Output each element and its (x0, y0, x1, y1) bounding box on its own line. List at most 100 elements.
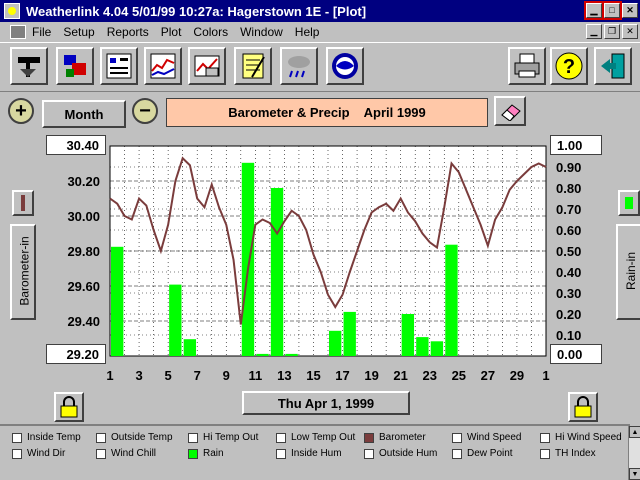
legend-item[interactable]: TH Index (540, 448, 596, 459)
legend-item[interactable]: Inside Temp (12, 432, 81, 443)
legend-checkbox[interactable] (540, 432, 550, 443)
period-button[interactable]: Month (42, 100, 126, 128)
legend-checkbox[interactable] (276, 448, 286, 459)
legend-checkbox[interactable] (276, 432, 286, 443)
legend-item[interactable]: Outside Hum (364, 448, 437, 459)
rain-bar (401, 314, 415, 356)
svg-text:?: ? (563, 56, 575, 78)
rain-bar (241, 162, 255, 356)
plot-title: Barometer & Precip April 1999 (166, 98, 488, 127)
download-icon[interactable] (10, 47, 48, 85)
document-system-icon[interactable] (10, 25, 26, 39)
mdi-minimize-button[interactable]: ▁ (586, 24, 602, 39)
legend-item[interactable]: Low Temp Out (276, 432, 355, 443)
printer-icon[interactable] (508, 47, 546, 85)
legend-checkbox[interactable] (96, 448, 106, 459)
rain-bar (169, 284, 182, 356)
y-left-tick-bottom: 29.20 (46, 344, 106, 364)
exit-icon[interactable] (594, 47, 632, 85)
legend-item[interactable]: Inside Hum (276, 448, 342, 459)
y-right-tick-label: 0.50 (556, 244, 581, 259)
legend-checkbox[interactable] (364, 432, 374, 443)
rain-bar (430, 341, 444, 356)
legend-checkbox[interactable] (540, 448, 550, 459)
y-right-tick-bottom: 0.00 (550, 344, 602, 364)
legend-checkbox[interactable] (364, 448, 374, 459)
y-left-tick-label: 29.60 (67, 279, 100, 294)
legend-item[interactable]: Barometer (364, 432, 426, 443)
app-icon[interactable] (4, 3, 20, 19)
mdi-close-button[interactable]: ✕ (622, 24, 638, 39)
noaa-icon[interactable] (326, 47, 364, 85)
legend-label: Rain (203, 448, 224, 459)
right-lock-button[interactable] (568, 392, 598, 422)
legend-scrollbar[interactable]: ▲ ▼ (628, 426, 640, 480)
scroll-down-arrow-icon[interactable]: ▼ (629, 468, 640, 480)
menu-colors[interactable]: Colors (193, 25, 229, 39)
legend-label: Inside Temp (27, 432, 81, 443)
x-tick-label: 29 (510, 368, 524, 383)
legend-item[interactable]: Hi Wind Speed (540, 432, 622, 443)
legend-label: Low Temp Out (291, 432, 356, 443)
menu-window[interactable]: Window (240, 25, 283, 39)
legend-checkbox[interactable] (452, 432, 462, 443)
menu-reports[interactable]: Reports (106, 25, 149, 39)
notepad-icon[interactable] (234, 47, 272, 85)
zoom-in-button[interactable]: + (8, 98, 34, 124)
y-left-tick-label: 29.40 (67, 314, 100, 329)
menu-setup[interactable]: Setup (63, 25, 95, 39)
help-icon[interactable]: ? (550, 47, 588, 85)
forecast-icon[interactable] (280, 47, 318, 85)
y-left-tick-top: 30.40 (46, 135, 106, 155)
legend-item[interactable]: Wind Chill (96, 448, 156, 459)
legend-item[interactable]: Dew Point (452, 448, 513, 459)
mdi-restore-button[interactable]: ❐ (604, 24, 620, 39)
date-button[interactable]: Thu Apr 1, 1999 (242, 391, 410, 415)
legend-checkbox[interactable] (452, 448, 462, 459)
rain-color-button[interactable] (618, 190, 640, 216)
legend-item[interactable]: Hi Temp Out (188, 432, 258, 443)
y-right-tick-top: 1.00 (550, 135, 602, 155)
eraser-button[interactable] (494, 96, 526, 126)
maximize-button[interactable]: □ (602, 1, 622, 20)
y-right-tick-label: 0.80 (556, 181, 581, 196)
legend-item[interactable]: Rain (188, 448, 224, 459)
legend-checkbox[interactable] (12, 448, 22, 459)
x-tick-label: 27 (481, 368, 495, 383)
minimize-button[interactable]: ▁ (584, 1, 604, 20)
legend-item[interactable]: Outside Temp (96, 432, 173, 443)
scroll-up-arrow-icon[interactable]: ▲ (629, 426, 640, 438)
menu-plot[interactable]: Plot (160, 25, 182, 39)
legend-checkbox[interactable] (188, 432, 198, 443)
bulletin-icon[interactable] (100, 47, 138, 85)
legend-item[interactable]: Wind Dir (12, 448, 65, 459)
x-tick-label: 13 (277, 368, 291, 383)
station-icon[interactable] (56, 47, 94, 85)
y-right-tick-label: 0.40 (556, 265, 581, 280)
lock-icon (574, 396, 592, 418)
window-title-bar[interactable]: Weatherlink 4.04 5/01/99 10:27a: Hagerst… (0, 0, 640, 22)
lock-icon (60, 396, 78, 418)
barometer-color-button[interactable] (12, 190, 34, 216)
left-lock-button[interactable] (54, 392, 84, 422)
y-right-tick-label: 0.10 (556, 328, 581, 343)
rain-axis-button[interactable]: Rain-in (616, 224, 640, 320)
barometer-axis-button[interactable]: Barometer-in (10, 224, 36, 320)
rain-bar (270, 188, 284, 356)
rain-bar (256, 353, 269, 356)
close-button[interactable]: ✕ (622, 3, 638, 18)
summary-icon[interactable] (188, 47, 226, 85)
legend-label: Wind Dir (27, 448, 66, 459)
x-tick-label: 19 (364, 368, 378, 383)
legend-checkbox[interactable] (12, 432, 22, 443)
legend-item[interactable]: Wind Speed (452, 432, 521, 443)
legend-checkbox[interactable] (188, 448, 198, 459)
zoom-out-button[interactable]: − (132, 98, 158, 124)
menu-help[interactable]: Help (294, 25, 320, 39)
legend-checkbox[interactable] (96, 432, 106, 443)
barometer-line (109, 156, 547, 325)
menu-file[interactable]: File (32, 25, 52, 39)
strip-chart-icon[interactable] (144, 47, 182, 85)
legend-label: Wind Speed (467, 432, 522, 443)
